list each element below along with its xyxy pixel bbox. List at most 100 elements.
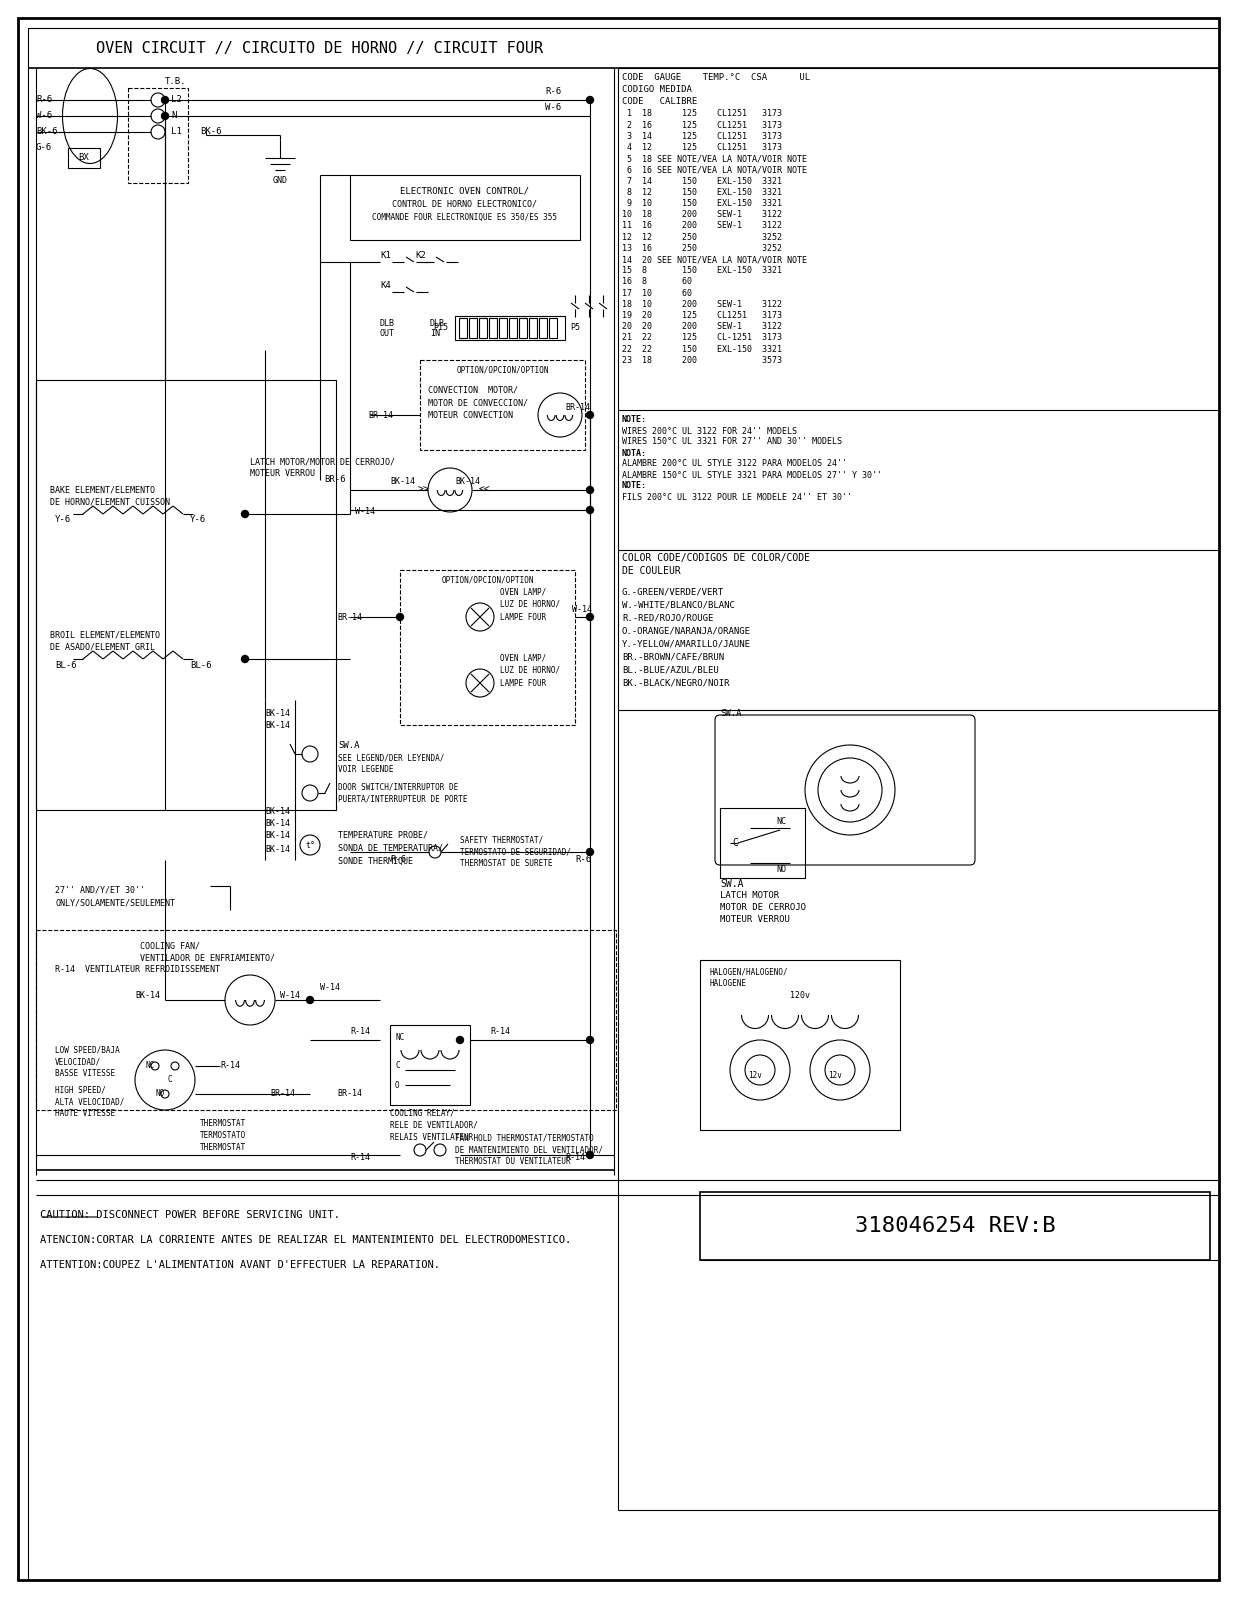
Circle shape (241, 656, 249, 662)
Text: ALAMBRE 150°C UL STYLE 3321 PARA MODELOS 27'' Y 30'': ALAMBRE 150°C UL STYLE 3321 PARA MODELOS… (622, 470, 882, 480)
Text: DE ASADO/ELEMENT GRIL: DE ASADO/ELEMENT GRIL (49, 643, 155, 651)
Text: DLB: DLB (380, 320, 395, 328)
Text: L2: L2 (171, 96, 182, 104)
Text: 9  10      150    EXL-150  3321: 9 10 150 EXL-150 3321 (622, 198, 782, 208)
Text: W-6: W-6 (36, 112, 52, 120)
Text: BR.-BROWN/CAFE/BRUN: BR.-BROWN/CAFE/BRUN (622, 653, 724, 661)
Text: THERMOSTAT DU VENTILATEUR: THERMOSTAT DU VENTILATEUR (455, 1157, 570, 1166)
Text: 10  18      200    SEW-1    3122: 10 18 200 SEW-1 3122 (622, 210, 782, 219)
Text: LOW SPEED/BAJA: LOW SPEED/BAJA (54, 1045, 120, 1054)
Text: DE HORNO/ELEMENT CUISSON: DE HORNO/ELEMENT CUISSON (49, 498, 169, 507)
Bar (489, 318, 497, 338)
Text: 18  10      200    SEW-1    3122: 18 10 200 SEW-1 3122 (622, 299, 782, 309)
Text: W-14: W-14 (320, 984, 340, 992)
Circle shape (586, 613, 594, 621)
Text: LATCH MOTOR/MOTOR DE CERROJO/: LATCH MOTOR/MOTOR DE CERROJO/ (250, 458, 395, 467)
Text: BK-14: BK-14 (265, 845, 289, 854)
Text: WIRES 150°C UL 3321 FOR 27'' AND 30'' MODELS: WIRES 150°C UL 3321 FOR 27'' AND 30'' MO… (622, 437, 842, 446)
Text: LAMPE FOUR: LAMPE FOUR (500, 613, 547, 621)
Text: OPTION/OPCION/OPTION: OPTION/OPCION/OPTION (456, 365, 549, 374)
Text: OPTION/OPCION/OPTION: OPTION/OPCION/OPTION (442, 576, 533, 584)
Text: 12  12      250             3252: 12 12 250 3252 (622, 232, 782, 242)
Bar (455, 317, 565, 341)
Text: BAKE ELEMENT/ELEMENTO: BAKE ELEMENT/ELEMENTO (49, 485, 155, 494)
Text: SONDE THERMIQUE: SONDE THERMIQUE (338, 856, 413, 866)
Bar (539, 318, 547, 338)
Text: HALOGEN/HALOGENO/: HALOGEN/HALOGENO/ (710, 968, 789, 976)
Text: R-14: R-14 (350, 1154, 370, 1163)
Text: K2: K2 (414, 251, 426, 261)
Text: BK-14: BK-14 (265, 806, 289, 816)
Text: 16  8       60: 16 8 60 (622, 277, 762, 286)
Text: <<: << (479, 485, 490, 494)
Text: P15: P15 (433, 323, 448, 333)
Text: BK-14: BK-14 (265, 830, 289, 840)
Text: SW.A: SW.A (338, 741, 360, 750)
Circle shape (162, 112, 168, 120)
Text: FILS 200°C UL 3122 POUR LE MODELE 24'' ET 30'': FILS 200°C UL 3122 POUR LE MODELE 24'' E… (622, 493, 852, 501)
Text: K4: K4 (380, 282, 391, 291)
Text: COLOR CODE/CODIGOS DE COLOR/CODE: COLOR CODE/CODIGOS DE COLOR/CODE (622, 554, 810, 563)
Bar (700, 960, 901, 1130)
Text: R-6: R-6 (390, 856, 406, 864)
Text: GND: GND (272, 176, 287, 186)
Text: R-6: R-6 (36, 96, 52, 104)
Text: G-6: G-6 (36, 144, 52, 152)
Text: HIGH SPEED/: HIGH SPEED/ (54, 1085, 106, 1094)
Text: BK-6: BK-6 (200, 128, 221, 136)
Text: LATCH MOTOR: LATCH MOTOR (720, 891, 779, 901)
Text: C: C (732, 838, 738, 848)
Text: BK-14: BK-14 (265, 722, 289, 731)
Text: DOOR SWITCH/INTERRUPTOR DE: DOOR SWITCH/INTERRUPTOR DE (338, 782, 458, 792)
Circle shape (586, 1037, 594, 1043)
Text: 22  22      150    EXL-150  3321: 22 22 150 EXL-150 3321 (622, 344, 782, 354)
Text: 21  22      125    CL-1251  3173: 21 22 125 CL-1251 3173 (622, 333, 782, 342)
Text: K1: K1 (380, 251, 391, 261)
Circle shape (586, 1152, 594, 1158)
Text: BK-6: BK-6 (36, 128, 57, 136)
Circle shape (586, 507, 594, 514)
Text: BK-14: BK-14 (390, 477, 414, 486)
Circle shape (241, 510, 249, 517)
Text: 23  18      200             3573: 23 18 200 3573 (622, 355, 782, 365)
Bar (520, 318, 527, 338)
Text: MOTEUR VERROU: MOTEUR VERROU (250, 469, 315, 478)
Text: WIRES 200°C UL 3122 FOR 24'' MODELS: WIRES 200°C UL 3122 FOR 24'' MODELS (622, 427, 797, 435)
Circle shape (162, 96, 168, 104)
Text: BK-14: BK-14 (455, 477, 480, 486)
Text: PUERTA/INTERRUPTEUR DE PORTE: PUERTA/INTERRUPTEUR DE PORTE (338, 795, 468, 803)
Text: R-14: R-14 (350, 1027, 370, 1037)
Text: 14  20 SEE NOTE/VEA LA NOTA/VOIR NOTE: 14 20 SEE NOTE/VEA LA NOTA/VOIR NOTE (622, 254, 807, 264)
Text: 5  18 SEE NOTE/VEA LA NOTA/VOIR NOTE: 5 18 SEE NOTE/VEA LA NOTA/VOIR NOTE (622, 154, 807, 163)
Text: C: C (168, 1075, 172, 1085)
Bar (36, 930, 616, 1110)
Text: 20  20      200    SEW-1    3122: 20 20 200 SEW-1 3122 (622, 322, 782, 331)
Text: >>: >> (418, 485, 429, 494)
Bar (469, 318, 477, 338)
Text: G.-GREEN/VERDE/VERT: G.-GREEN/VERDE/VERT (622, 587, 724, 597)
Circle shape (397, 613, 403, 621)
Text: 318046254 REV:B: 318046254 REV:B (855, 1216, 1055, 1235)
Text: RELE DE VENTILADOR/: RELE DE VENTILADOR/ (390, 1120, 477, 1130)
Text: BK-14: BK-14 (265, 709, 289, 718)
Text: MOTEUR CONVECTION: MOTEUR CONVECTION (428, 411, 513, 421)
Text: BR-14: BR-14 (270, 1090, 294, 1099)
Text: RELAIS VENTILATEUR: RELAIS VENTILATEUR (390, 1133, 474, 1141)
Text: VOIR LEGENDE: VOIR LEGENDE (338, 765, 393, 774)
Text: TERMOSTATO: TERMOSTATO (200, 1131, 246, 1141)
Circle shape (456, 1037, 464, 1043)
Bar (127, 88, 188, 182)
Text: 2  16      125    CL1251   3173: 2 16 125 CL1251 3173 (622, 120, 782, 130)
Text: OVEN LAMP/: OVEN LAMP/ (500, 653, 547, 662)
Text: NC: NC (146, 1061, 155, 1070)
Text: C: C (395, 1061, 400, 1069)
Bar (720, 808, 805, 878)
Text: R-14  VENTILATEUR REFROIDISSEMENT: R-14 VENTILATEUR REFROIDISSEMENT (54, 965, 220, 974)
Text: R.-RED/ROJO/ROUGE: R.-RED/ROJO/ROUGE (622, 613, 714, 622)
Circle shape (586, 411, 594, 419)
Bar (421, 360, 585, 450)
Text: MOTEUR VERROU: MOTEUR VERROU (720, 915, 790, 925)
Text: BK.-BLACK/NEGRO/NOIR: BK.-BLACK/NEGRO/NOIR (622, 678, 730, 688)
Text: THERMOSTAT DE SURETE: THERMOSTAT DE SURETE (460, 859, 553, 869)
Circle shape (586, 486, 594, 493)
